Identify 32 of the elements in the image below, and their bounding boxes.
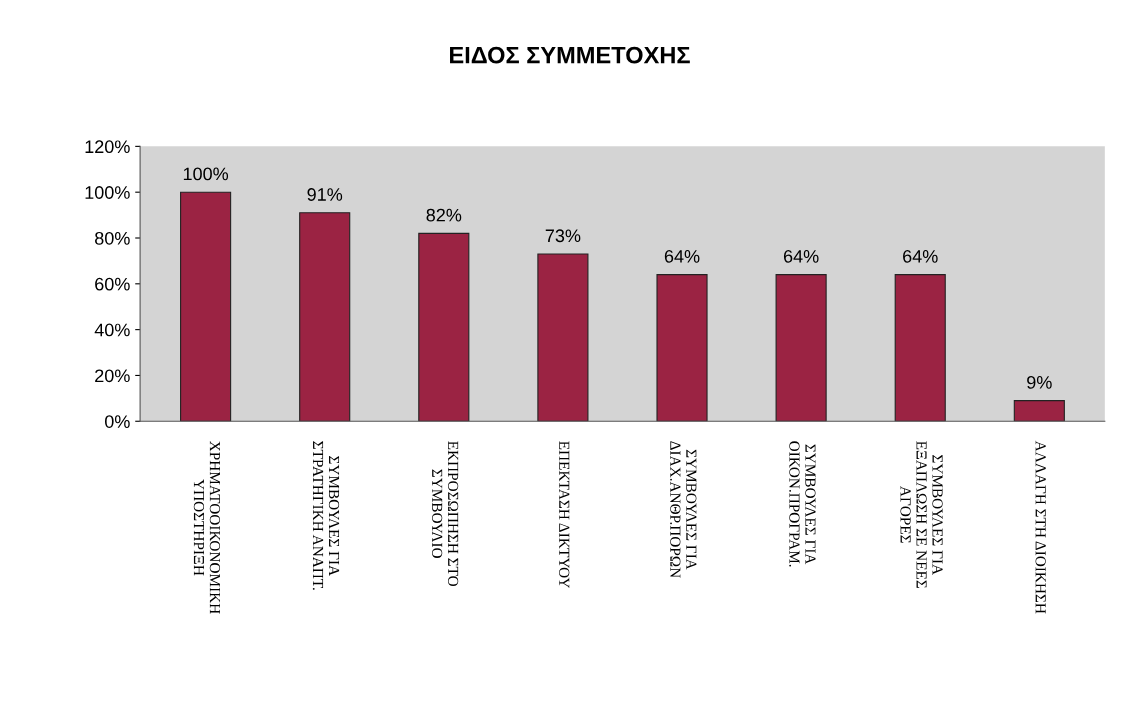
x-tick-label: ΧΡΗΜΑΤΟΟΙΚΟΝΟΜΙΚΗ ΥΠΟΣΤΗΡΙΞΗ xyxy=(193,441,221,614)
bar xyxy=(299,212,351,422)
data-label: 73% xyxy=(545,229,581,243)
bar xyxy=(537,253,589,422)
bar xyxy=(894,274,946,422)
data-label: 64% xyxy=(783,249,819,263)
x-tick-label: ΣΥΜΒΟΥΛΕΣ ΓΙΑ ΣΤΡΑΤΗΓΙΚΗ ΑΝΑΠΤ. xyxy=(312,441,340,590)
bar xyxy=(656,274,708,422)
y-tick-label: 0% xyxy=(104,415,130,428)
x-tick-label: ΕΠΕΚΤΑΣΗ ΔΙΚΤΥΟΥ xyxy=(559,441,570,589)
x-tick-label: ΣΥΜΒΟΥΛΕΣ ΓΙΑ ΟΙΚΟΝ.ΠΡΟΓΡΑΜ. xyxy=(789,441,816,567)
bar xyxy=(775,274,827,422)
y-tick-label: 120% xyxy=(85,140,130,154)
data-label: 91% xyxy=(307,188,343,201)
y-tick-label: 60% xyxy=(95,277,130,291)
y-tick-label: 80% xyxy=(95,231,130,245)
x-tick-label: ΑΛΛΑΓΗ ΣΤΗ ΔΙΟΙΚΗΣΗ xyxy=(1035,440,1046,614)
y-tick-label: 20% xyxy=(95,369,130,383)
y-tick-label: 100% xyxy=(85,186,130,199)
bar xyxy=(418,232,470,422)
x-tick-label: ΣΥΜΒΟΥΛΕΣ ΓΙΑ ΔΙΑΧ.ΑΝΘΡ.ΠΟΡΩΝ xyxy=(670,441,697,578)
data-label: 64% xyxy=(903,249,938,263)
data-label: 100% xyxy=(183,167,229,181)
data-label: 64% xyxy=(664,249,700,263)
y-tick-label: 40% xyxy=(94,323,130,337)
data-label: 9% xyxy=(1027,375,1052,389)
x-tick-label: ΕΚΠΡΟΣΩΠΗΣΗ ΣΤΟ ΣΥΜΒΟΥΛΙΟ xyxy=(432,441,459,587)
bar xyxy=(1013,400,1065,422)
chart-title: ΕΙΔΟΣ ΣΥΜΜΕΤΟΧΗΣ xyxy=(450,46,690,64)
x-tick-label: ΣΥΜΒΟΥΛΕΣ ΓΙΑ ΕΞΑΠΛΩΣΗ ΣΕ ΝΕΕΣ ΑΓΟΡΕΣ xyxy=(900,441,943,588)
bar xyxy=(180,191,232,422)
data-label: 82% xyxy=(426,208,462,222)
